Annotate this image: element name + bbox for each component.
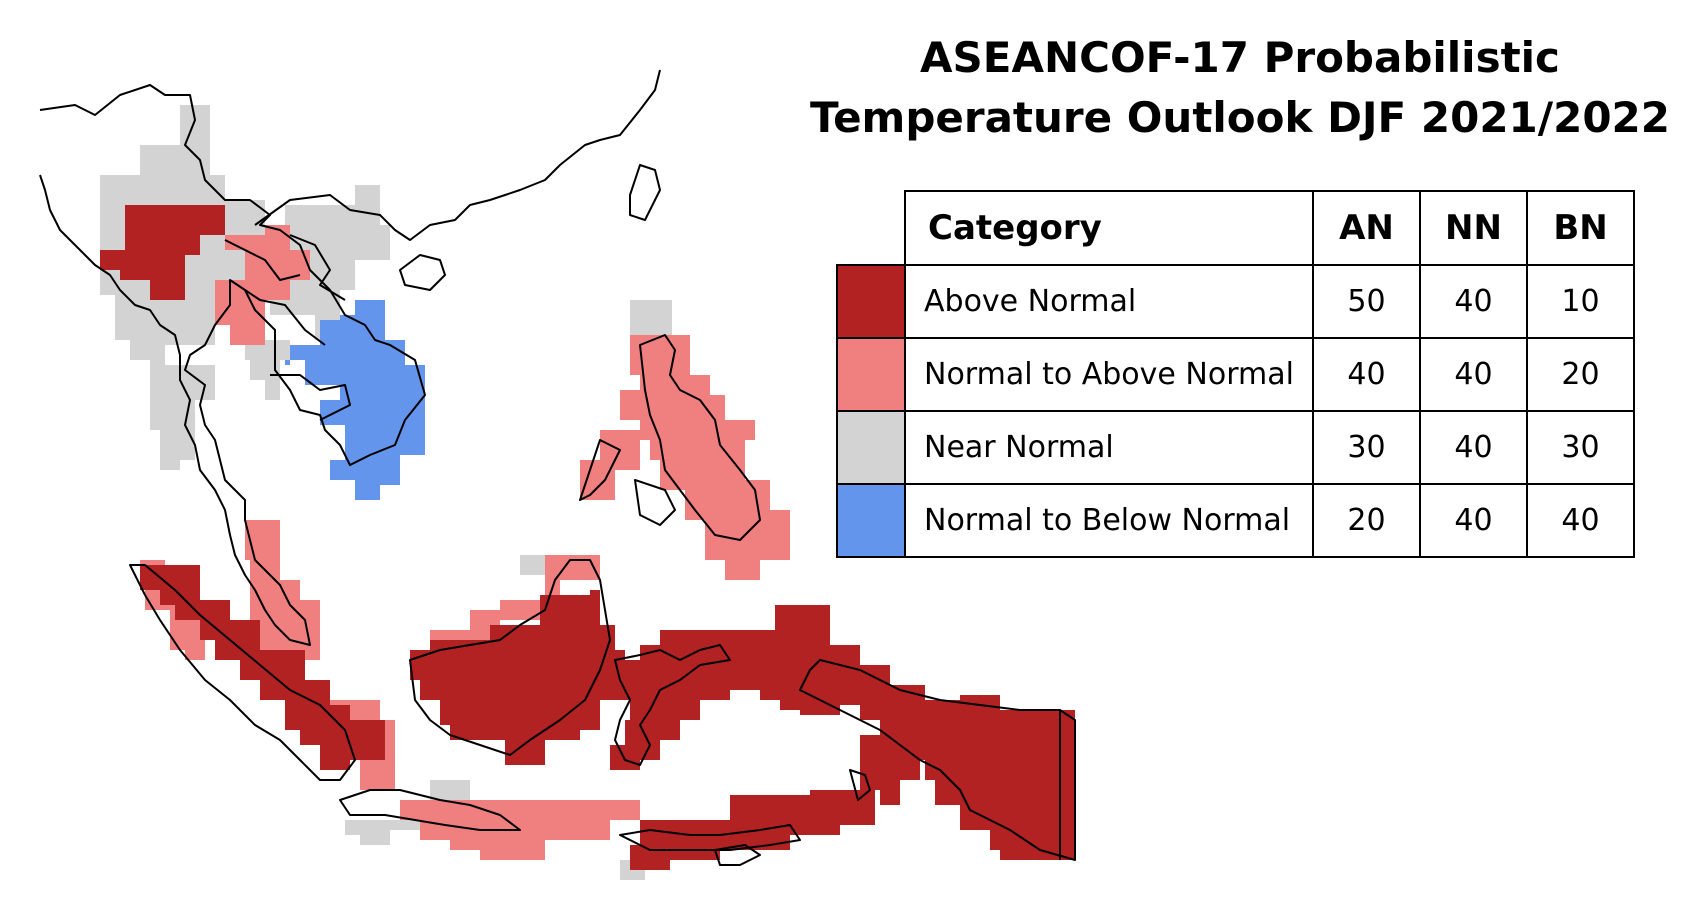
title-line-2: Temperature Outlook DJF 2021/2022 — [810, 93, 1670, 142]
legend-header-row: Category AN NN BN — [837, 190, 1635, 266]
bn-value: 20 — [1526, 337, 1635, 412]
legend-row: Above Normal 50 40 10 — [836, 264, 1635, 339]
normal-to-below-cells — [285, 300, 425, 500]
bn-value: 30 — [1526, 410, 1635, 485]
category-label: Normal to Above Normal — [904, 337, 1314, 412]
header-an: AN — [1312, 190, 1421, 266]
legend-row: Normal to Below Normal 20 40 40 — [836, 483, 1635, 558]
category-label: Normal to Below Normal — [904, 483, 1314, 558]
header-nn: NN — [1419, 190, 1528, 266]
header-category: Category — [904, 190, 1314, 266]
nn-value: 40 — [1419, 410, 1528, 485]
category-label: Above Normal — [904, 264, 1314, 339]
swatch-normal-to-below — [836, 483, 906, 558]
swatch-normal-to-above — [836, 337, 906, 412]
title-line-1: ASEANCOF-17 Probabilistic — [920, 33, 1560, 82]
an-value: 30 — [1312, 410, 1421, 485]
category-legend-table: Category AN NN BN Above Normal 50 40 10 … — [836, 190, 1635, 558]
bn-value: 40 — [1526, 483, 1635, 558]
header-bn: BN — [1526, 190, 1635, 266]
an-value: 20 — [1312, 483, 1421, 558]
nn-value: 40 — [1419, 483, 1528, 558]
an-value: 50 — [1312, 264, 1421, 339]
nn-value: 40 — [1419, 264, 1528, 339]
legend-header-blank — [837, 191, 905, 265]
category-label: Near Normal — [904, 410, 1314, 485]
coastlines — [39, 69, 1076, 866]
an-value: 40 — [1312, 337, 1421, 412]
swatch-above-normal — [836, 264, 906, 339]
legend-row: Near Normal 30 40 30 — [836, 410, 1635, 485]
bn-value: 10 — [1526, 264, 1635, 339]
legend-row: Normal to Above Normal 40 40 20 — [836, 337, 1635, 412]
forecast-map — [39, 69, 1076, 880]
normal-to-above-cells — [140, 225, 790, 860]
swatch-near-normal — [836, 410, 906, 485]
map-title: ASEANCOF-17 Probabilistic Temperature Ou… — [790, 28, 1690, 148]
nn-value: 40 — [1419, 337, 1528, 412]
